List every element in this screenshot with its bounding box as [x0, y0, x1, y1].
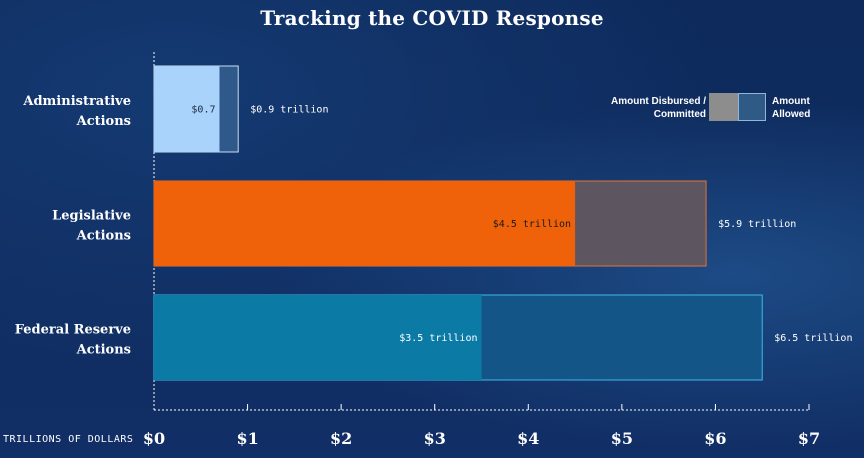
legend-allowed-line1: Amount: [772, 96, 810, 107]
x-tick-label: $6: [704, 429, 726, 448]
bar-allowed-value-label: $6.5 trillion: [774, 333, 852, 344]
chart-title: Tracking the COVID Response: [260, 6, 604, 30]
legend-disbursed-line1: Amount Disbursed /: [610, 96, 706, 107]
bar-disbursed-value-label: $3.5 trillion: [399, 333, 477, 344]
x-tick-label: $0: [143, 429, 165, 448]
legend-disbursed-label: Amount Disbursed / Committed: [596, 95, 706, 121]
x-tick-label: $2: [330, 429, 352, 448]
legend-disbursed-swatch: [709, 93, 738, 121]
category-label: Actions: [76, 114, 131, 129]
legend-disbursed-line2: Committed: [653, 109, 706, 120]
bar-disbursed: [154, 181, 576, 266]
category-label: Administrative: [22, 94, 131, 109]
bar-allowed-value-label: $0.9 trillion: [250, 105, 328, 116]
legend-allowed-label: Amount Allowed: [772, 95, 822, 121]
x-tick-label: $3: [424, 429, 446, 448]
x-tick-label: $5: [611, 429, 633, 448]
x-tick-label: $7: [798, 429, 820, 448]
category-label: Legislative: [52, 209, 131, 224]
legend-allowed-swatch: [738, 93, 766, 121]
bar-disbursed-value-label: $4.5 trillion: [493, 219, 571, 230]
bar-disbursed: [154, 295, 482, 380]
bar-disbursed: [154, 66, 220, 152]
bar-disbursed-value-label: $0.7: [191, 105, 215, 116]
x-tick-label: $4: [517, 429, 539, 448]
x-tick-label: $1: [236, 429, 258, 448]
category-label: Actions: [76, 343, 131, 358]
legend: Amount Disbursed / Committed Amount Allo…: [606, 93, 820, 123]
x-axis-title: TRILLIONS OF DOLLARS: [3, 434, 133, 445]
category-label: Actions: [76, 229, 131, 244]
legend-allowed-line2: Allowed: [772, 109, 811, 120]
category-label: Federal Reserve: [15, 323, 131, 338]
bar-allowed-value-label: $5.9 trillion: [718, 219, 796, 230]
